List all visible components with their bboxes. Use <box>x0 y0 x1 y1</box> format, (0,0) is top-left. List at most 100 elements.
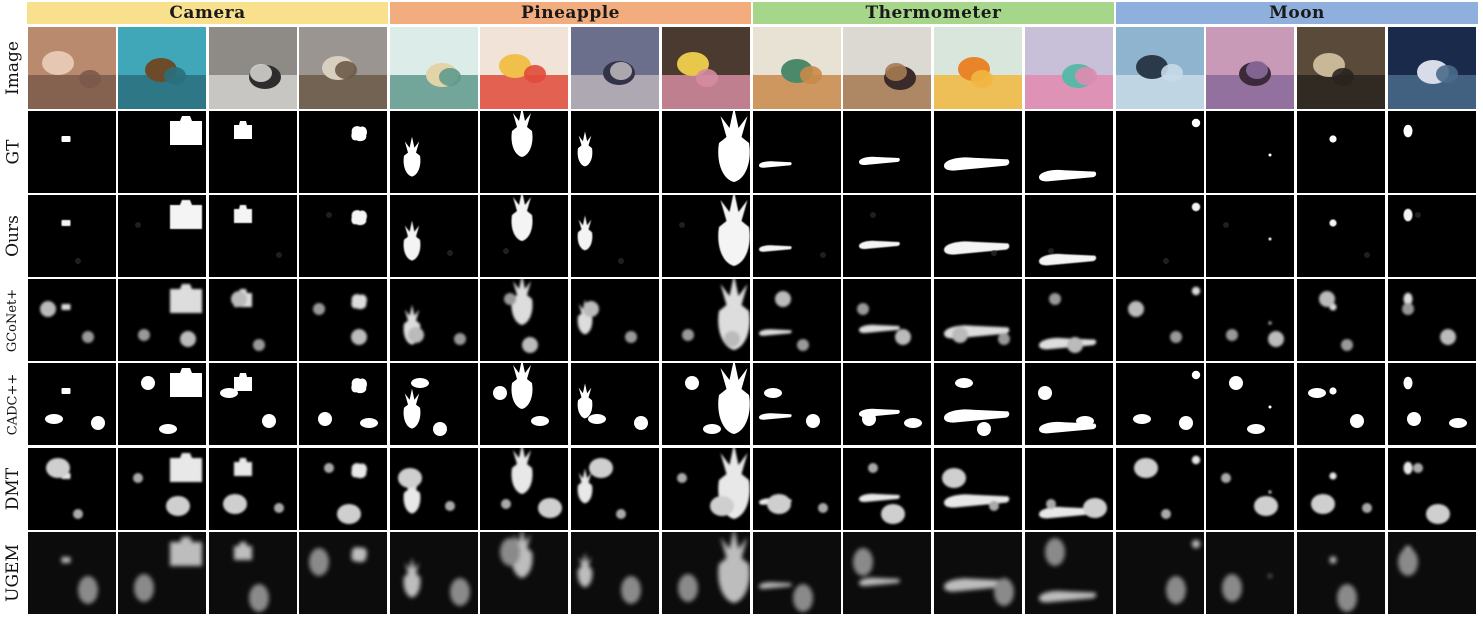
gconet-mask-camera-4 <box>299 279 387 361</box>
dmt-mask-camera-3 <box>209 448 297 530</box>
ugem-mask-thermometer-2 <box>843 532 931 614</box>
input-image-thermometer-4 <box>1025 27 1113 109</box>
category-header-moon: Moon <box>1116 2 1478 24</box>
row-label-gconet-: GCoNet+ <box>5 288 21 352</box>
ugem-mask-camera-2 <box>118 532 206 614</box>
ugem-mask-moon-1 <box>1116 532 1204 614</box>
input-image-moon-2 <box>1206 27 1294 109</box>
ugem-mask-pineapple-2 <box>480 532 568 614</box>
ours-mask-moon-4 <box>1388 195 1476 277</box>
input-image-pineapple-3 <box>571 27 659 109</box>
gt-mask-pineapple-1 <box>390 111 478 193</box>
gt-mask-pineapple-4 <box>662 111 750 193</box>
cadc-mask-pineapple-3 <box>571 363 659 445</box>
ugem-mask-pineapple-3 <box>571 532 659 614</box>
dmt-mask-pineapple-1 <box>390 448 478 530</box>
ugem-mask-pineapple-1 <box>390 532 478 614</box>
cadc-mask-camera-3 <box>209 363 297 445</box>
input-image-moon-1 <box>1116 27 1204 109</box>
row-label-cadc-: CADC++ <box>5 373 21 435</box>
row-label-image: Image <box>3 41 24 95</box>
ugem-mask-camera-1 <box>28 532 116 614</box>
gt-mask-moon-4 <box>1388 111 1476 193</box>
ugem-mask-moon-3 <box>1297 532 1385 614</box>
row-label-ours: Ours <box>3 215 23 257</box>
row-label-dmt: DMT <box>3 467 24 511</box>
input-image-camera-2 <box>118 27 206 109</box>
ugem-mask-thermometer-3 <box>934 532 1022 614</box>
dmt-mask-thermometer-2 <box>843 448 931 530</box>
gt-mask-camera-4 <box>299 111 387 193</box>
ugem-mask-pineapple-4 <box>662 532 750 614</box>
gconet-mask-thermometer-1 <box>753 279 841 361</box>
gconet-mask-moon-3 <box>1297 279 1385 361</box>
gconet-mask-pineapple-2 <box>480 279 568 361</box>
gt-mask-camera-3 <box>209 111 297 193</box>
gconet-mask-pineapple-4 <box>662 279 750 361</box>
input-image-thermometer-2 <box>843 27 931 109</box>
gconet-mask-camera-1 <box>28 279 116 361</box>
gt-mask-moon-1 <box>1116 111 1204 193</box>
ours-mask-thermometer-3 <box>934 195 1022 277</box>
dmt-mask-moon-3 <box>1297 448 1385 530</box>
row-label-ugem: UGEM <box>3 544 24 602</box>
ours-mask-pineapple-4 <box>662 195 750 277</box>
gconet-mask-pineapple-1 <box>390 279 478 361</box>
gt-mask-moon-2 <box>1206 111 1294 193</box>
gconet-mask-camera-2 <box>118 279 206 361</box>
ours-mask-moon-2 <box>1206 195 1294 277</box>
cadc-mask-thermometer-4 <box>1025 363 1113 445</box>
gt-mask-camera-1 <box>28 111 116 193</box>
gt-mask-thermometer-4 <box>1025 111 1113 193</box>
input-image-camera-3 <box>209 27 297 109</box>
gconet-mask-thermometer-3 <box>934 279 1022 361</box>
ugem-mask-thermometer-4 <box>1025 532 1113 614</box>
cadc-mask-pineapple-1 <box>390 363 478 445</box>
ours-mask-camera-2 <box>118 195 206 277</box>
gconet-mask-moon-2 <box>1206 279 1294 361</box>
gconet-mask-camera-3 <box>209 279 297 361</box>
gconet-mask-thermometer-4 <box>1025 279 1113 361</box>
cadc-mask-thermometer-2 <box>843 363 931 445</box>
cadc-mask-pineapple-2 <box>480 363 568 445</box>
ugem-mask-moon-2 <box>1206 532 1294 614</box>
gconet-mask-thermometer-2 <box>843 279 931 361</box>
dmt-mask-camera-4 <box>299 448 387 530</box>
input-image-camera-4 <box>299 27 387 109</box>
ugem-mask-thermometer-1 <box>753 532 841 614</box>
ugem-mask-camera-3 <box>209 532 297 614</box>
dmt-mask-thermometer-1 <box>753 448 841 530</box>
ours-mask-pineapple-1 <box>390 195 478 277</box>
ours-mask-thermometer-2 <box>843 195 931 277</box>
dmt-mask-camera-1 <box>28 448 116 530</box>
cadc-mask-camera-1 <box>28 363 116 445</box>
dmt-mask-pineapple-4 <box>662 448 750 530</box>
ours-mask-thermometer-4 <box>1025 195 1113 277</box>
cadc-mask-camera-4 <box>299 363 387 445</box>
cadc-mask-moon-2 <box>1206 363 1294 445</box>
ugem-mask-moon-4 <box>1388 532 1476 614</box>
gt-mask-thermometer-3 <box>934 111 1022 193</box>
input-image-thermometer-1 <box>753 27 841 109</box>
category-header-thermometer: Thermometer <box>753 2 1114 24</box>
input-image-pineapple-2 <box>480 27 568 109</box>
dmt-mask-pineapple-2 <box>480 448 568 530</box>
cadc-mask-moon-3 <box>1297 363 1385 445</box>
cadc-mask-moon-4 <box>1388 363 1476 445</box>
gt-mask-pineapple-3 <box>571 111 659 193</box>
dmt-mask-camera-2 <box>118 448 206 530</box>
ours-mask-camera-3 <box>209 195 297 277</box>
cadc-mask-camera-2 <box>118 363 206 445</box>
ours-mask-camera-4 <box>299 195 387 277</box>
gconet-mask-moon-4 <box>1388 279 1476 361</box>
dmt-mask-moon-1 <box>1116 448 1204 530</box>
category-header-camera: Camera <box>27 2 388 24</box>
cadc-mask-thermometer-3 <box>934 363 1022 445</box>
ours-mask-moon-3 <box>1297 195 1385 277</box>
ours-mask-pineapple-3 <box>571 195 659 277</box>
gt-mask-thermometer-2 <box>843 111 931 193</box>
dmt-mask-thermometer-3 <box>934 448 1022 530</box>
dmt-mask-moon-4 <box>1388 448 1476 530</box>
input-image-pineapple-1 <box>390 27 478 109</box>
